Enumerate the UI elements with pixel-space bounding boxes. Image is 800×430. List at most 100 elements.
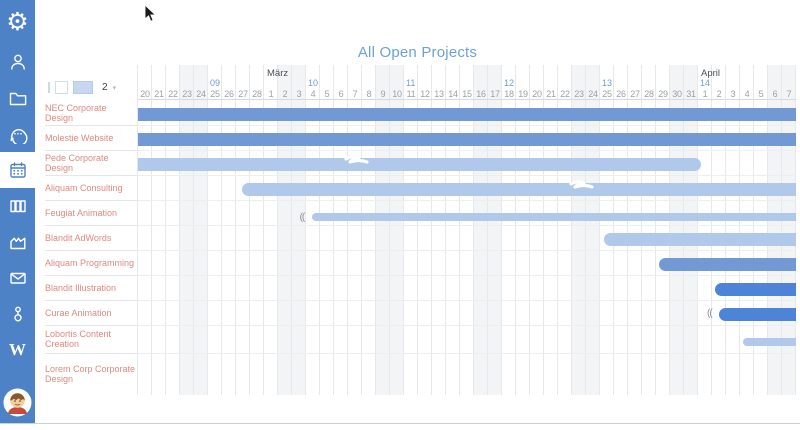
- project-name[interactable]: Blandit Illustration: [45, 282, 117, 293]
- week-number-label: 14: [700, 78, 711, 88]
- sidebar-item-contacts[interactable]: [0, 44, 35, 80]
- day-number-label: 16: [476, 89, 486, 99]
- day-number-label: 18: [504, 89, 514, 99]
- sidebar-item-columns[interactable]: [0, 188, 35, 224]
- gantt-bar[interactable]: [658, 258, 796, 271]
- day-column: [264, 65, 278, 395]
- day-number-label: 3: [296, 89, 302, 99]
- gantt-bar[interactable]: [311, 213, 796, 221]
- sidebar-item-settings[interactable]: ⚙: [0, 0, 35, 44]
- project-name[interactable]: Aliquam Consulting: [45, 182, 123, 193]
- project-row-label: Blandit AdWords: [40, 225, 137, 250]
- sidebar-item-planner[interactable]: [0, 152, 35, 188]
- day-number-label: 4: [310, 89, 316, 99]
- w-icon: W: [9, 340, 26, 359]
- day-number-label: 5: [324, 89, 330, 99]
- bar-continuation-marker: ((: [707, 308, 713, 319]
- day-number-label: 28: [252, 89, 262, 99]
- day-number-label: 23: [574, 89, 584, 99]
- day-column: [236, 65, 250, 395]
- sidebar-item-messages[interactable]: [0, 116, 35, 152]
- day-number-label: 21: [546, 89, 556, 99]
- day-number-label: 5: [758, 89, 764, 99]
- project-name[interactable]: Lobortis Content Creation: [45, 329, 112, 349]
- month-label: März: [267, 68, 289, 79]
- day-number-label: 14: [448, 89, 458, 99]
- user-avatar[interactable]: [3, 388, 32, 417]
- day-number-label: 24: [588, 89, 598, 99]
- day-number-label: 7: [352, 89, 358, 99]
- day-column: [320, 65, 334, 395]
- gantt-bar[interactable]: [714, 283, 796, 296]
- sidebar-item-milestones[interactable]: [0, 296, 35, 332]
- chat-icon: [8, 124, 28, 144]
- calendar-icon: [8, 160, 28, 180]
- day-column: [460, 65, 474, 395]
- day-number-label: 31: [686, 89, 696, 99]
- sidebar-item-projects[interactable]: [0, 80, 35, 116]
- day-column: [334, 65, 348, 395]
- day-column: [740, 65, 754, 395]
- project-name[interactable]: Lorem Corp Corporate Design: [45, 364, 136, 384]
- project-name[interactable]: Blandit AdWords: [45, 232, 112, 243]
- day-number-label: 24: [196, 89, 206, 99]
- row-height-bar-icon: [48, 82, 50, 93]
- week-number-label: 13: [602, 78, 613, 88]
- zoom-level-value[interactable]: 2: [102, 82, 108, 93]
- gantt-bar[interactable]: [719, 308, 796, 321]
- day-number-label: 3: [730, 89, 736, 99]
- day-number-label: 11: [406, 89, 416, 99]
- gantt-bar[interactable]: [138, 158, 701, 171]
- day-number-label: 26: [224, 89, 234, 99]
- sidebar-item-mail[interactable]: [0, 260, 35, 296]
- project-name[interactable]: Pede Corporate Design: [45, 152, 109, 173]
- gantt-row: [138, 250, 796, 275]
- gantt-row: [138, 100, 796, 125]
- gear-icon: ⚙: [6, 7, 29, 36]
- gantt-bar[interactable]: [138, 108, 796, 121]
- project-name[interactable]: Molestie Website: [45, 132, 114, 143]
- day-column: [152, 65, 166, 395]
- weekend-day-column: [670, 65, 684, 395]
- project-name[interactable]: Feugiat Animation: [45, 207, 118, 218]
- timeline-header: März April 09 10 11 12 13 14 20 21 22 23 24 25 26 27 28 1…: [138, 65, 796, 100]
- day-column: [446, 65, 460, 395]
- project-row-label: Pede Corporate Design: [40, 150, 137, 175]
- project-name[interactable]: Aliquam Programming: [45, 257, 135, 268]
- day-number-label: 8: [366, 89, 372, 99]
- day-number-label: 13: [434, 89, 444, 99]
- day-column: [614, 65, 628, 395]
- day-column: [362, 65, 376, 395]
- day-column: [558, 65, 572, 395]
- day-column: [642, 65, 656, 395]
- day-number-label: 20: [140, 89, 150, 99]
- day-number-label: 21: [154, 89, 164, 99]
- bar-continuation-marker: ((: [299, 212, 306, 223]
- zoom-out-square-icon[interactable]: [55, 81, 68, 94]
- gantt-row: ((: [138, 200, 796, 225]
- zoom-in-square-icon[interactable]: [73, 81, 93, 94]
- day-column: [600, 65, 614, 395]
- project-name[interactable]: Curae Animation: [45, 307, 112, 318]
- day-number-label: 9: [380, 89, 386, 99]
- project-row-label: Aliquam Programming: [40, 250, 137, 275]
- gantt-bar[interactable]: [742, 338, 796, 346]
- day-number-label: 19: [518, 89, 528, 99]
- week-number-label: 09: [210, 78, 221, 88]
- gantt-bar[interactable]: [241, 183, 796, 196]
- sidebar-item-production[interactable]: [0, 224, 35, 260]
- gantt-bar[interactable]: [138, 133, 796, 146]
- project-name[interactable]: NEC Corporate Design: [45, 102, 107, 123]
- gantt-bar[interactable]: [604, 233, 796, 246]
- sidebar-item-wiki[interactable]: W: [0, 332, 35, 368]
- day-number-label: 22: [168, 89, 178, 99]
- window-bottom-border: [0, 423, 800, 424]
- day-column: [656, 65, 670, 395]
- day-column: [138, 65, 152, 395]
- chevron-down-icon[interactable]: ▾: [112, 84, 117, 92]
- gantt-row: [138, 275, 796, 300]
- day-column: [698, 65, 712, 395]
- day-number-label: 15: [462, 89, 472, 99]
- envelope-icon: [8, 268, 28, 288]
- gantt-row: [138, 150, 796, 175]
